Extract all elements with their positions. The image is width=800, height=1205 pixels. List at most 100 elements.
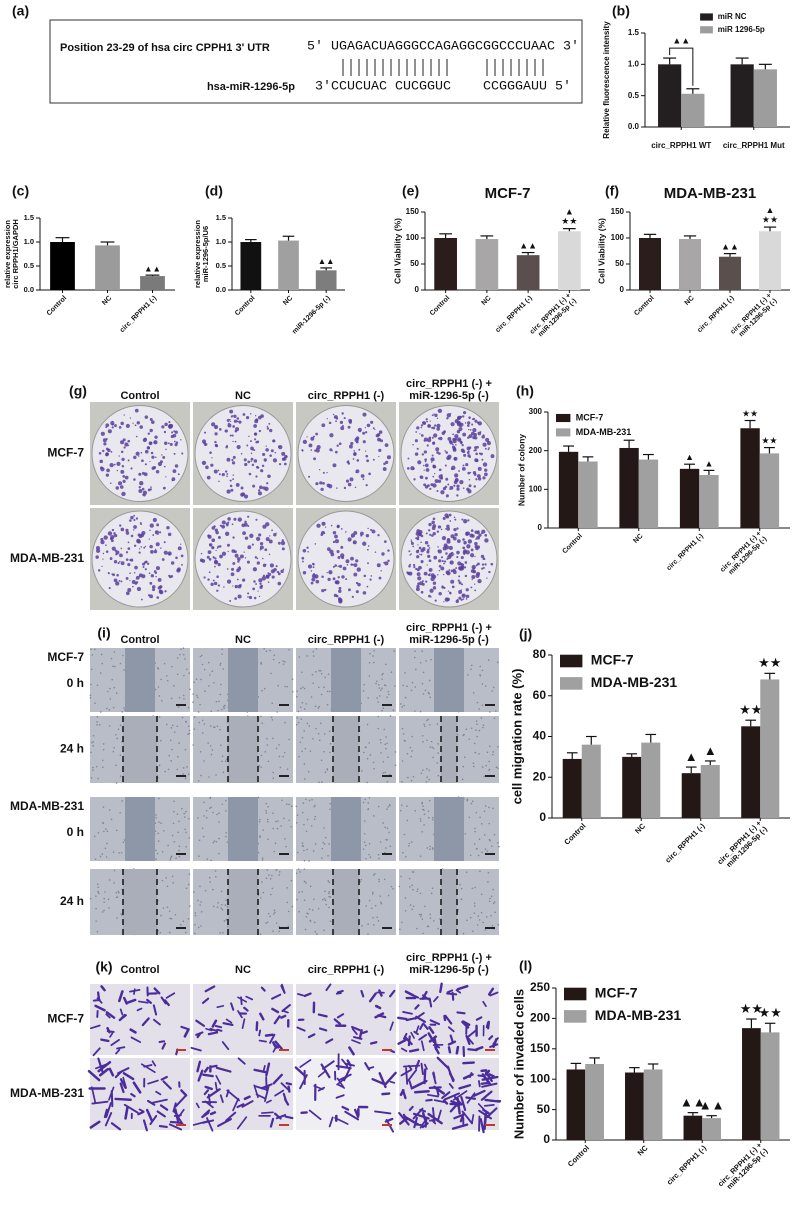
cell	[115, 782, 118, 784]
cell	[315, 670, 317, 673]
cell	[329, 742, 332, 745]
colony	[162, 455, 166, 459]
colony	[165, 476, 167, 478]
colony	[162, 486, 166, 490]
cell	[311, 673, 314, 676]
panel-label: (b)	[612, 3, 630, 19]
colony	[343, 486, 347, 490]
invaded-cell	[489, 991, 499, 997]
colony	[334, 450, 338, 454]
colony	[466, 424, 470, 427]
cell	[384, 826, 386, 829]
invaded-cell	[480, 1082, 489, 1085]
cell	[381, 674, 383, 676]
cell	[460, 898, 463, 901]
cell	[432, 848, 434, 850]
invaded-cell	[447, 1046, 452, 1054]
invaded-cell	[431, 1107, 436, 1124]
colony	[369, 578, 372, 581]
y-tick-label: 250	[530, 980, 550, 994]
cell	[202, 732, 204, 734]
cell	[300, 687, 302, 690]
colony	[176, 568, 181, 573]
colony	[342, 566, 347, 571]
x-tick-label: NC	[684, 295, 696, 307]
colony	[482, 566, 485, 569]
colony	[141, 530, 146, 535]
bar	[719, 256, 741, 290]
colony	[144, 568, 147, 571]
cell	[472, 762, 475, 765]
cell	[169, 917, 172, 920]
colony	[438, 592, 442, 596]
colony	[425, 468, 430, 472]
cell	[471, 800, 474, 803]
wound-gap	[333, 716, 359, 783]
colony	[320, 487, 324, 492]
colony	[356, 459, 360, 462]
x-tick-label: circ_RPPH1 (-)	[666, 533, 705, 572]
invaded-cell	[180, 1025, 189, 1030]
colony	[461, 518, 464, 521]
cell	[272, 658, 275, 661]
invaded-cell	[443, 1092, 460, 1101]
colony	[278, 463, 282, 466]
cell	[411, 908, 413, 911]
scale-bar	[485, 775, 495, 777]
invaded-cell	[384, 1117, 394, 1123]
colony	[233, 419, 238, 423]
cell	[92, 734, 95, 737]
cell	[381, 687, 383, 690]
cell	[369, 652, 371, 655]
colony	[466, 544, 471, 549]
colony	[417, 576, 422, 581]
cell	[298, 891, 301, 894]
cell	[155, 816, 157, 819]
cell	[110, 657, 113, 660]
colony	[456, 555, 459, 559]
cell	[425, 780, 428, 783]
invaded-cell	[155, 1090, 162, 1096]
cell	[202, 835, 205, 838]
colony	[446, 456, 451, 461]
cell	[102, 748, 105, 751]
colony	[265, 537, 270, 542]
cell	[283, 817, 285, 820]
colony	[236, 417, 240, 420]
colony	[470, 586, 473, 589]
cell	[419, 892, 422, 895]
colony	[440, 528, 443, 531]
invaded-cell	[477, 1080, 481, 1088]
cell	[363, 841, 366, 843]
colony	[407, 571, 411, 576]
cell	[367, 923, 369, 925]
scale-bar	[485, 927, 495, 929]
cell	[416, 888, 419, 891]
invaded-cell	[402, 1032, 408, 1040]
cell	[486, 751, 489, 754]
y-axis-label: cell migration rate (%)	[509, 669, 524, 805]
colony	[133, 455, 137, 460]
cell	[425, 660, 427, 662]
colony	[256, 536, 261, 541]
y-tick-label: 100	[611, 233, 625, 242]
cell	[305, 798, 307, 801]
colony	[437, 525, 442, 529]
cell	[199, 750, 202, 753]
legend-label: MDA-MB-231	[591, 674, 678, 690]
colony	[114, 424, 117, 428]
colony	[473, 432, 477, 437]
colony	[481, 435, 485, 439]
cell	[370, 907, 373, 909]
colony	[458, 575, 461, 578]
colony	[308, 443, 313, 448]
colony	[345, 479, 350, 483]
colony	[224, 470, 228, 473]
cell	[192, 693, 194, 695]
y-tick-label: 1.5	[216, 213, 226, 222]
invaded-cell	[461, 1020, 471, 1027]
significance-marker: ★★	[758, 1005, 781, 1020]
colony	[335, 420, 337, 423]
wound-gap	[441, 869, 457, 935]
cell	[216, 906, 219, 908]
